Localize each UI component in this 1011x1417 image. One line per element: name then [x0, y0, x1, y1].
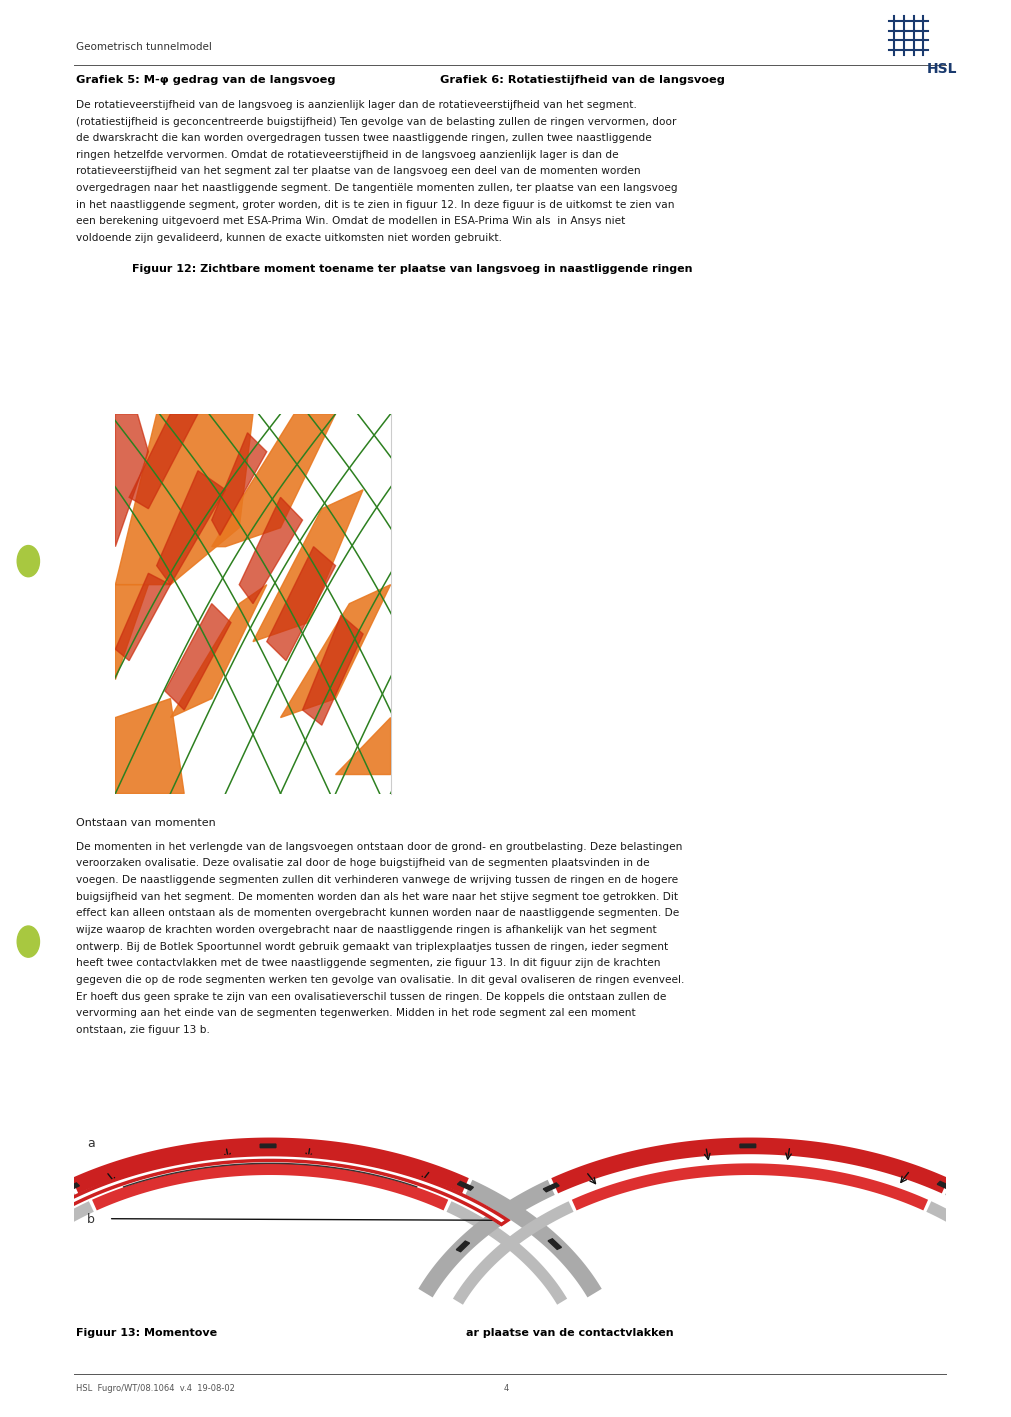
Text: buigsijfheid van het segment. De momenten worden dan als het ware naar het stijv: buigsijfheid van het segment. De momente…	[76, 891, 677, 901]
Text: Figuur 12: Zichtbare moment toename ter plaatse van langsvoeg in naastliggende r: Figuur 12: Zichtbare moment toename ter …	[131, 264, 692, 273]
Polygon shape	[302, 615, 363, 726]
Text: veroorzaken ovalisatie. Deze ovalisatie zal door de hoge buigstijfheid van de se: veroorzaken ovalisatie. Deze ovalisatie …	[76, 859, 649, 869]
Polygon shape	[260, 1144, 276, 1148]
Text: Geometrisch tunnelmodel: Geometrisch tunnelmodel	[76, 43, 211, 52]
Text: De rotatieveerstijfheid van de langsvoeg is aanzienlijk lager dan de rotatieveer: De rotatieveerstijfheid van de langsvoeg…	[76, 99, 636, 111]
Polygon shape	[280, 585, 390, 717]
Polygon shape	[336, 717, 390, 775]
Polygon shape	[32, 1155, 508, 1224]
Circle shape	[17, 546, 39, 577]
Text: ontstaan, zie figuur 13 b.: ontstaan, zie figuur 13 b.	[76, 1024, 209, 1034]
Text: ontwerp. Bij de Botlek Spoortunnel wordt gebruik gemaakt van triplexplaatjes tus: ontwerp. Bij de Botlek Spoortunnel wordt…	[76, 941, 667, 952]
Text: Grafiek 5: M-φ gedrag van de langsvoeg: Grafiek 5: M-φ gedrag van de langsvoeg	[76, 75, 335, 85]
Polygon shape	[115, 574, 170, 660]
Polygon shape	[157, 470, 225, 585]
Text: een berekening uitgevoerd met ESA-Prima Win. Omdat de modellen in ESA-Prima Win : een berekening uitgevoerd met ESA-Prima …	[76, 217, 625, 227]
Polygon shape	[457, 1182, 473, 1190]
Text: Er hoeft dus geen sprake te zijn van een ovalisatieverschil tussen de ringen. De: Er hoeft dus geen sprake te zijn van een…	[76, 992, 665, 1002]
Polygon shape	[548, 1238, 561, 1250]
Polygon shape	[115, 414, 149, 547]
Text: gegeven die op de rode segmenten werken ten gevolge van ovalisatie. In dit geval: gegeven die op de rode segmenten werken …	[76, 975, 683, 985]
Text: in het naastliggende segment, groter worden, dit is te zien in figuur 12. In dez: in het naastliggende segment, groter wor…	[76, 200, 673, 210]
Polygon shape	[211, 432, 267, 536]
Text: Ontstaan van momenten: Ontstaan van momenten	[76, 818, 215, 828]
Text: vervorming aan het einde van de segmenten tegenwerken. Midden in het rode segmen: vervorming aan het einde van de segmente…	[76, 1007, 635, 1019]
Text: a: a	[87, 1136, 95, 1151]
Polygon shape	[267, 547, 336, 660]
Text: ringen hetzelfde vervormen. Omdat de rotatieveerstijfheid in de langsvoeg aanzie: ringen hetzelfde vervormen. Omdat de rot…	[76, 150, 618, 160]
Polygon shape	[253, 490, 363, 642]
Polygon shape	[64, 1183, 79, 1192]
Polygon shape	[936, 1182, 952, 1190]
Text: de dwarskracht die kan worden overgedragen tussen twee naastliggende ringen, zul: de dwarskracht die kan worden overgedrag…	[76, 133, 651, 143]
Polygon shape	[115, 414, 253, 585]
Polygon shape	[543, 1183, 559, 1192]
Polygon shape	[239, 497, 302, 604]
Polygon shape	[739, 1144, 755, 1148]
Polygon shape	[115, 585, 149, 680]
Polygon shape	[129, 414, 198, 509]
Text: heeft twee contactvlakken met de twee naastliggende segmenten, zie figuur 13. In: heeft twee contactvlakken met de twee na…	[76, 958, 660, 968]
Text: b: b	[87, 1213, 95, 1226]
Polygon shape	[170, 585, 267, 717]
Text: voegen. De naastliggende segmenten zullen dit verhinderen vanwege de wrijving tu: voegen. De naastliggende segmenten zulle…	[76, 874, 677, 886]
Polygon shape	[456, 1241, 469, 1251]
Text: Grafiek 6: Rotatiestijfheid van de langsvoeg: Grafiek 6: Rotatiestijfheid van de langs…	[440, 75, 724, 85]
Polygon shape	[115, 699, 184, 794]
Text: 4: 4	[502, 1384, 509, 1393]
Text: Figuur 13: Momentove: Figuur 13: Momentove	[76, 1328, 216, 1338]
Text: rotatieveerstijfheid van het segment zal ter plaatse van de langsvoeg een deel v: rotatieveerstijfheid van het segment zal…	[76, 167, 640, 177]
Text: De momenten in het verlengde van de langsvoegen ontstaan door de grond- en grout: De momenten in het verlengde van de lang…	[76, 842, 681, 852]
Text: effect kan alleen ontstaan als de momenten overgebracht kunnen worden naar de na: effect kan alleen ontstaan als de moment…	[76, 908, 678, 918]
Text: (rotatiestijfheid is geconcentreerde buigstijfheid) Ten gevolge van de belasting: (rotatiestijfheid is geconcentreerde bui…	[76, 116, 675, 126]
Text: HSL: HSL	[926, 61, 956, 75]
Text: overgedragen naar het naastliggende segment. De tangentiële momenten zullen, ter: overgedragen naar het naastliggende segm…	[76, 183, 676, 193]
Text: ar plaatse van de contactvlakken: ar plaatse van de contactvlakken	[465, 1328, 672, 1338]
Circle shape	[17, 927, 39, 958]
Text: HSL  Fugro/WT/08.1064  v.4  19-08-02: HSL Fugro/WT/08.1064 v.4 19-08-02	[76, 1384, 235, 1393]
Text: wijze waarop de krachten worden overgebracht naar de naastliggende ringen is afh: wijze waarop de krachten worden overgebr…	[76, 925, 656, 935]
Polygon shape	[211, 414, 336, 547]
Polygon shape	[165, 604, 231, 710]
Text: voldoende zijn gevalideerd, kunnen de exacte uitkomsten niet worden gebruikt.: voldoende zijn gevalideerd, kunnen de ex…	[76, 232, 501, 244]
